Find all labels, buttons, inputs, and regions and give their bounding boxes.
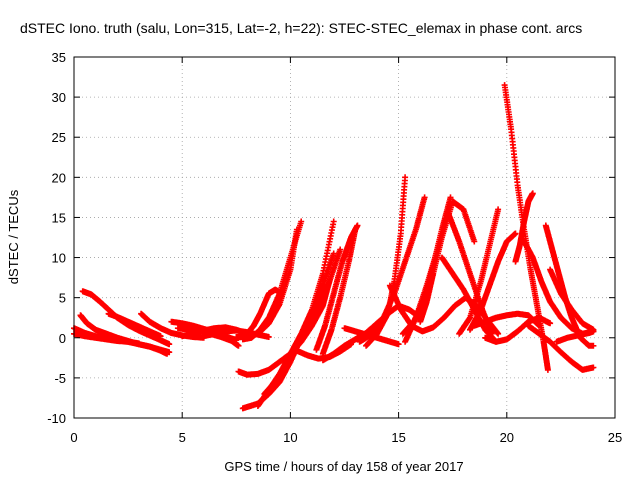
series-5 [105, 310, 164, 340]
series-markers [547, 266, 597, 333]
plot-frame [73, 56, 616, 419]
series-17 [261, 246, 344, 397]
series-31 [467, 230, 519, 333]
series-39 [547, 266, 597, 333]
series-markers [77, 312, 171, 357]
series-markers [467, 230, 519, 333]
y-tick-label: 10 [52, 251, 66, 266]
series-13 [244, 286, 285, 337]
chart-title: dSTEC Iono. truth (salu, Lon=315, Lat=-2… [20, 20, 582, 36]
series-markers [482, 314, 554, 345]
series-40 [553, 328, 597, 345]
y-axis-label: dSTEC / TECUs [6, 189, 21, 284]
y-tick-label: 25 [52, 130, 66, 145]
series-21 [319, 226, 359, 357]
y-tick-label: 5 [59, 291, 66, 306]
y-tick-label: 30 [52, 90, 66, 105]
series-markers [456, 206, 502, 337]
series-markers [553, 328, 597, 345]
y-tick-label: 0 [59, 331, 66, 346]
series-35 [512, 190, 536, 265]
series-24 [356, 194, 428, 345]
x-tick-label: 20 [500, 430, 514, 445]
y-tick-label: 15 [52, 210, 66, 225]
series-markers [512, 190, 536, 265]
series-markers [105, 310, 164, 340]
x-tick-label: 10 [283, 430, 297, 445]
y-tick-label: 35 [52, 50, 66, 65]
y-tick-label: 20 [52, 170, 66, 185]
series-markers [417, 198, 478, 325]
y-tick-label: -5 [54, 371, 66, 386]
series-markers [261, 246, 344, 397]
series-markers [319, 226, 359, 357]
x-axis-label: GPS time / hours of day 158 of year 2017 [224, 459, 463, 474]
series-markers [525, 322, 597, 373]
x-tick-label: 5 [179, 430, 186, 445]
series-38 [525, 322, 597, 373]
x-tick-label: 0 [70, 430, 77, 445]
x-tick-label: 15 [391, 430, 405, 445]
series-3 [77, 312, 171, 357]
y-tick-label: -10 [47, 411, 66, 426]
x-tick-label: 25 [608, 430, 622, 445]
axis-ticks: 0 5 10 15 20 25 -10 -5 0 5 10 15 20 25 30 35 [47, 50, 622, 445]
series-markers [244, 286, 285, 337]
series-markers [356, 194, 428, 345]
series-30 [456, 206, 502, 337]
data-series [71, 82, 597, 412]
series-28 [417, 198, 478, 325]
series-33 [482, 314, 554, 345]
